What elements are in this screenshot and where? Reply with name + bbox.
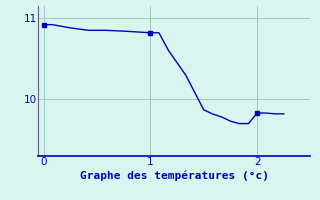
X-axis label: Graphe des températures (°c): Graphe des températures (°c)	[80, 170, 269, 181]
